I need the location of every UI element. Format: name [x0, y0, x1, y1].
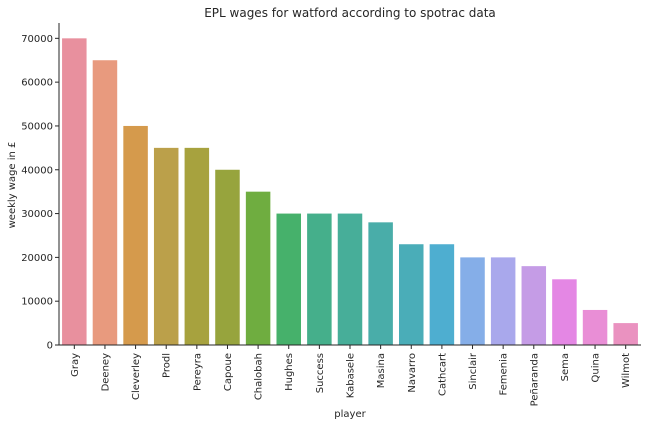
- bar-cathcart: [429, 244, 455, 345]
- x-tick-label: Peñaranda: [529, 353, 540, 406]
- bar-cleverley: [123, 125, 148, 345]
- x-tick-label: Quina: [591, 353, 602, 382]
- y-tick-label: 70000: [21, 34, 53, 45]
- bar-capoue: [215, 169, 240, 345]
- y-tick-label: 20000: [21, 253, 53, 264]
- y-tick-label: 40000: [21, 165, 53, 176]
- x-tick-label: Cleverley: [131, 353, 142, 400]
- y-tick-label: 0: [47, 341, 53, 352]
- x-tick-label: Success: [315, 353, 326, 393]
- x-tick-label: Kabasele: [346, 353, 357, 398]
- x-tick-label: Prodl: [162, 353, 173, 378]
- x-tick-label: Femenia: [499, 353, 510, 396]
- x-axis-label: player: [334, 409, 366, 420]
- bar-sinclair: [460, 257, 485, 345]
- bar-kabasele: [337, 213, 363, 345]
- bar-femenia: [490, 257, 516, 345]
- y-tick-label: 50000: [21, 121, 53, 132]
- bar-gray: [62, 38, 87, 345]
- bar-quina: [582, 309, 608, 345]
- bar-peñaranda: [521, 266, 547, 345]
- x-tick-label: Gray: [70, 353, 81, 377]
- x-tick-label: Capoue: [223, 353, 234, 391]
- bar-prodl: [153, 147, 179, 345]
- y-tick-label: 60000: [21, 78, 53, 89]
- y-tick-label: 30000: [21, 209, 53, 220]
- x-tick-label: Chalobah: [254, 353, 265, 400]
- bar-deeney: [92, 60, 118, 345]
- bar-pereyra: [184, 147, 210, 345]
- x-tick-label: Masina: [376, 353, 387, 388]
- x-axis: Gray Deeney Cleverley Prodl Pereyra Capoue Cha…: [59, 344, 641, 406]
- bar-hughes: [276, 213, 301, 345]
- bar-wilmot: [613, 323, 638, 345]
- y-tick-label: 10000: [21, 297, 53, 308]
- bar-success: [307, 213, 332, 345]
- y-axis-label: weekly wage in £: [7, 142, 18, 229]
- y-axis: 0 10000 20000 30000 40000 50000 60000 70000: [21, 23, 60, 352]
- bar-masina: [368, 222, 393, 345]
- x-tick-label: Sema: [560, 353, 571, 381]
- x-tick-label: Navarro: [407, 353, 418, 393]
- chart-title: EPL wages for watford according to spotr…: [204, 6, 496, 20]
- bar-sema: [552, 279, 577, 345]
- x-tick-label: Hughes: [284, 353, 295, 391]
- x-tick-label: Pereyra: [192, 353, 203, 391]
- x-tick-label: Wilmot: [621, 353, 632, 388]
- bar-chalobah: [245, 191, 271, 345]
- x-tick-label: Deeney: [100, 353, 111, 391]
- bar-navarro: [399, 244, 424, 345]
- bars-group: [62, 38, 638, 345]
- x-tick-label: Sinclair: [468, 352, 479, 390]
- x-tick-label: Cathcart: [437, 353, 448, 396]
